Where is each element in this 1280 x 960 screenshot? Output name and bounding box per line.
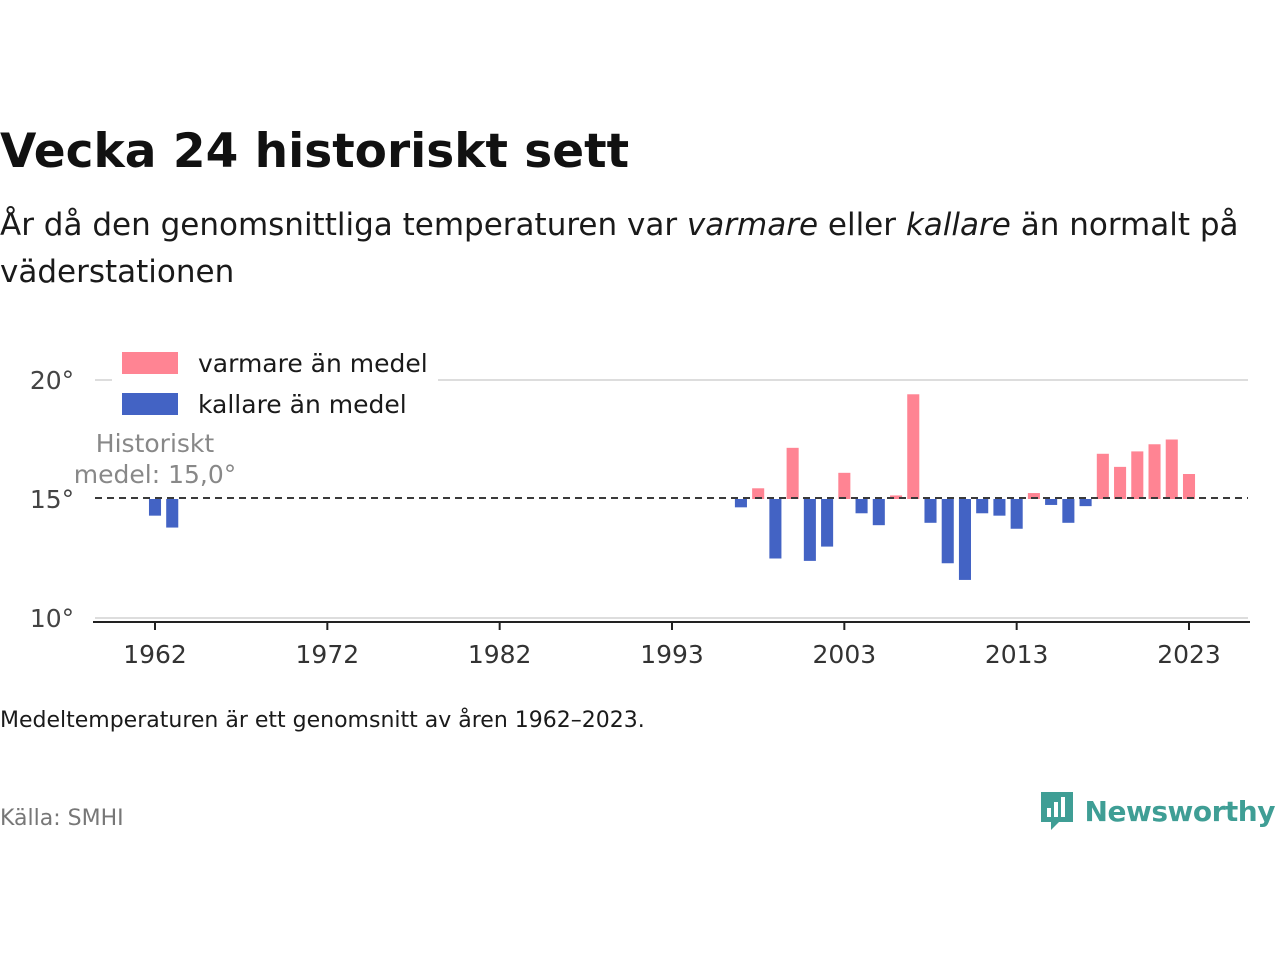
bar-2011 <box>993 499 1006 516</box>
x-tick-label: 1972 <box>296 640 360 669</box>
bar-2021 <box>1165 439 1178 499</box>
x-tick-label: 2023 <box>1157 640 1221 669</box>
bar-1998 <box>769 499 782 559</box>
bar-2004 <box>872 499 885 526</box>
chart-subtitle: År då den genomsnittliga temperaturen va… <box>0 202 1250 296</box>
bar-2006 <box>907 394 920 499</box>
bar-2015 <box>1062 499 1075 523</box>
brand-name: Newsworthy <box>1084 794 1276 828</box>
bar-2000 <box>803 499 816 561</box>
bar-2017 <box>1096 453 1109 499</box>
bar-2020 <box>1148 444 1161 499</box>
x-tick-label: 1962 <box>123 640 187 669</box>
bar-1963 <box>166 499 179 528</box>
y-tick-label: 10° <box>30 604 74 633</box>
bar-1997 <box>752 488 765 499</box>
bar-2016 <box>1079 499 1092 507</box>
bar-2010 <box>976 499 989 514</box>
bar-1962 <box>148 499 162 516</box>
bar-2003 <box>855 499 868 514</box>
x-tick-label: 1982 <box>468 640 532 669</box>
legend-swatch-colder <box>122 393 178 415</box>
bar-2002 <box>838 472 851 499</box>
chart-bars <box>148 394 1196 580</box>
x-tick-label: 2013 <box>985 640 1049 669</box>
bar-2007 <box>924 499 937 523</box>
bar-2009 <box>958 499 971 580</box>
source-credit: Källa: SMHI <box>0 806 124 831</box>
legend-swatch-warmer <box>122 352 178 374</box>
footnote: Medeltemperaturen är ett genomsnitt av å… <box>0 708 645 733</box>
subtitle-text: än normalt på väderstationen <box>0 207 1239 290</box>
bar-2022 <box>1182 474 1196 499</box>
y-axis-ticks: 10° 15° 20° <box>30 366 74 633</box>
legend-label-warmer: varmare än medel <box>198 349 428 378</box>
bar-2012 <box>1010 499 1023 529</box>
subtitle-emphasis-colder: kallare <box>905 207 1011 243</box>
bar-2019 <box>1131 451 1144 499</box>
brand-logo: Newsworthy <box>1039 790 1276 832</box>
subtitle-text: År då den genomsnittliga temperaturen va… <box>0 207 687 243</box>
newsworthy-logo-icon <box>1040 792 1073 830</box>
x-tick-label: 1993 <box>640 640 704 669</box>
subtitle-text: eller <box>818 207 906 243</box>
baseline-label-line2: medel: 15,0° <box>74 460 236 489</box>
bar-2018 <box>1114 466 1127 499</box>
legend-label-colder: kallare än medel <box>198 390 407 419</box>
baseline-label-line1: Historiskt <box>96 429 215 458</box>
x-tick-label: 2003 <box>813 640 877 669</box>
bar-2005 <box>890 495 903 499</box>
bar-2001 <box>821 499 834 547</box>
subtitle-emphasis-warmer: varmare <box>686 207 819 243</box>
x-axis-ticks: 1962 1972 1982 1993 2003 2013 2023 <box>123 622 1221 669</box>
temperature-bar-chart: 10° 15° 20° 1962 1972 1982 1993 2003 2013 2023 v… <box>30 342 1250 669</box>
bar-1996 <box>734 499 747 508</box>
bar-2008 <box>941 499 954 564</box>
bar-2014 <box>1045 499 1058 505</box>
y-tick-label: 20° <box>30 366 74 395</box>
y-tick-label: 15° <box>30 485 74 514</box>
bar-1999 <box>786 447 799 499</box>
chart-title: Vecka 24 historiskt sett <box>0 124 630 179</box>
bar-2013 <box>1027 493 1040 499</box>
